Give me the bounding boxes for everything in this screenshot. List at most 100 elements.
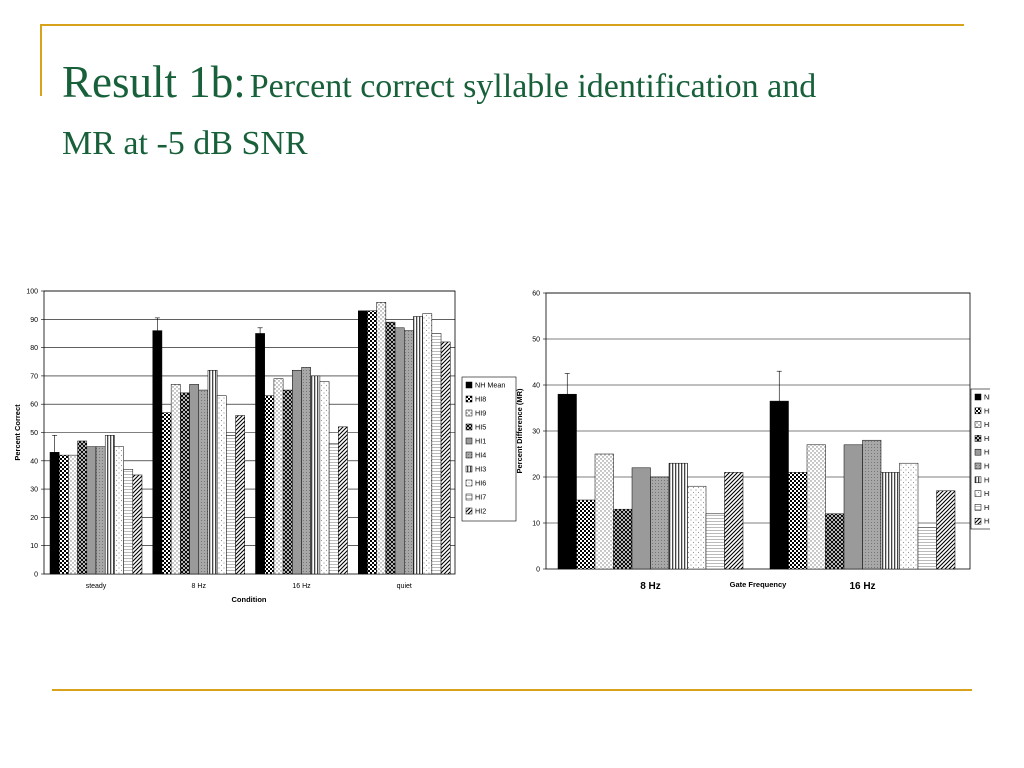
- bar-hi9-8-hz: [594, 453, 614, 570]
- bar-hi9-quiet: [376, 302, 387, 575]
- bar-nh-mean-16-hz: [255, 333, 265, 575]
- legend-swatch-hi6: [465, 479, 473, 487]
- y-tick-label: 40: [30, 458, 38, 465]
- legend-label-hi4: HI4: [475, 451, 486, 460]
- bar-hi3-16-hz: [310, 375, 321, 575]
- bar-hi7-16-hz: [917, 527, 937, 570]
- y-tick-label: 20: [30, 515, 38, 522]
- legend-label-hi6: HI6: [984, 489, 990, 498]
- bar-hi3-quiet: [413, 316, 423, 575]
- bar-hi8-8-hz: [576, 499, 596, 570]
- bar-hi9-8-hz: [170, 384, 181, 575]
- legend-swatch-nhavg: [974, 393, 982, 401]
- x-axis-title: Condition: [232, 595, 267, 604]
- legend-swatch-hi5: [974, 435, 982, 442]
- bar-hi8-16-hz: [788, 472, 808, 570]
- bar-nh-mean-quiet: [358, 310, 368, 575]
- legend-swatch-hi7: [465, 493, 473, 501]
- legend-swatch-hi3: [974, 476, 982, 484]
- x-tick-label: steady: [86, 583, 107, 590]
- legend-swatch-hi1: [974, 448, 982, 456]
- x-tick-label: 8 Hz: [640, 581, 661, 592]
- legend: NHAVG HI8 HI9 HI5 HI1 HI4 HI3 HI6 HI7 HI2: [970, 388, 990, 530]
- bar-nhavg-8-hz: [557, 393, 577, 570]
- bar-hi6-8-hz: [216, 395, 227, 575]
- bar-hi6-steady: [114, 446, 124, 575]
- legend-label-hi9: HI9: [984, 420, 990, 429]
- bar-hi5-16-hz: [825, 513, 845, 570]
- bar-hi2-16-hz: [338, 426, 348, 575]
- x-tick-label: 16 Hz: [849, 581, 875, 592]
- bar-hi7-steady: [123, 469, 134, 575]
- title-rest: Percent correct syllable identification …: [249, 68, 817, 105]
- x-tick-label: 16 Hz: [292, 583, 311, 590]
- y-tick-label: 10: [30, 543, 38, 550]
- legend-label-hi5: HI5: [475, 423, 486, 432]
- percent-correct-chart: 0 10 20 30 40 50 60 70 80 90 100 steady 8 Hz 16 Hz qui…: [13, 289, 517, 604]
- bar-hi4-16-hz: [862, 439, 882, 570]
- y-tick-label: 50: [30, 430, 38, 437]
- y-tick-label: 40: [532, 383, 540, 390]
- x-axis-title: Gate Frequency: [730, 580, 788, 589]
- bar-hi7-8-hz: [705, 513, 725, 570]
- y-tick-label: 60: [30, 402, 38, 409]
- bar-hi9-16-hz: [273, 378, 284, 575]
- bottom-rule: [52, 689, 972, 691]
- legend-label-hi3: HI3: [984, 475, 990, 484]
- legend-label-hi3: HI3: [475, 465, 486, 474]
- bar-hi1-8-hz: [189, 384, 200, 575]
- legend-swatch-hi5: [465, 423, 473, 431]
- y-tick-label: 20: [532, 475, 540, 482]
- y-tick-label: 50: [532, 337, 540, 344]
- bar-hi2-steady: [132, 474, 143, 575]
- bar-hi7-quiet: [431, 333, 442, 575]
- legend-swatch-hi9: [974, 421, 982, 428]
- legend-label-hi7: HI7: [475, 493, 486, 502]
- legend-swatch-hi8: [974, 407, 982, 415]
- y-axis-title: Percent Difference (MR): [515, 388, 524, 474]
- bar-hi5-16-hz: [282, 389, 293, 575]
- legend-label-hi1: HI1: [984, 448, 990, 457]
- bar-hi6-quiet: [422, 313, 433, 575]
- bar-hi7-8-hz: [226, 435, 236, 575]
- bar-hi3-8-hz: [668, 462, 688, 570]
- bar-hi1-8-hz: [631, 467, 651, 570]
- bar-hi6-8-hz: [687, 485, 707, 570]
- y-axis-title: Percent Correct: [13, 404, 22, 461]
- title-line2: MR at -5 dB SNR: [62, 125, 308, 162]
- legend-swatch-hi2: [974, 517, 982, 525]
- bar-hi1-16-hz: [843, 444, 863, 570]
- legend-label-hi5: HI5: [984, 434, 990, 443]
- bar-hi4-16-hz: [301, 367, 311, 575]
- bar-hi9-steady: [68, 454, 78, 575]
- legend-swatch-hi4: [465, 451, 473, 459]
- bar-hi9-16-hz: [806, 444, 826, 570]
- legend-label-hi6: HI6: [475, 479, 486, 488]
- bar-hi7-16-hz: [328, 443, 339, 575]
- masking-release-chart: 0 10 20 30 40 50 60 8 Hz 16 Hz Percent Difference…: [515, 291, 990, 592]
- legend-swatch-hi3: [465, 465, 473, 473]
- bar-hi1-16-hz: [292, 369, 302, 575]
- y-tick-label: 0: [536, 567, 540, 574]
- x-tick-label: quiet: [397, 583, 412, 590]
- bar-hi3-16-hz: [880, 472, 900, 570]
- legend-swatch-hi1: [465, 437, 473, 445]
- bar-hi8-16-hz: [264, 395, 275, 575]
- bar-hi4-8-hz: [650, 476, 670, 570]
- bar-hi2-quiet: [440, 341, 451, 575]
- legend-label-hi1: HI1: [475, 437, 486, 446]
- bar-hi8-8-hz: [161, 412, 172, 575]
- y-tick-label: 100: [26, 289, 38, 296]
- bar-hi4-steady: [95, 446, 106, 575]
- legend-label-hi8: HI8: [475, 395, 486, 404]
- slide-title: Result 1b: Percent correct syllable iden…: [62, 60, 1002, 161]
- legend-label-hi8: HI8: [984, 406, 990, 415]
- y-tick-label: 60: [532, 291, 540, 298]
- y-tick-label: 30: [30, 487, 38, 494]
- bar-hi2-8-hz: [235, 415, 246, 575]
- legend-label-nhavg: NHAVG: [984, 393, 990, 402]
- bar-hi4-8-hz: [198, 389, 209, 575]
- bar-nh-mean-steady: [49, 452, 60, 575]
- legend-label-hi9: HI9: [475, 409, 486, 418]
- y-tick-label: 80: [30, 345, 38, 352]
